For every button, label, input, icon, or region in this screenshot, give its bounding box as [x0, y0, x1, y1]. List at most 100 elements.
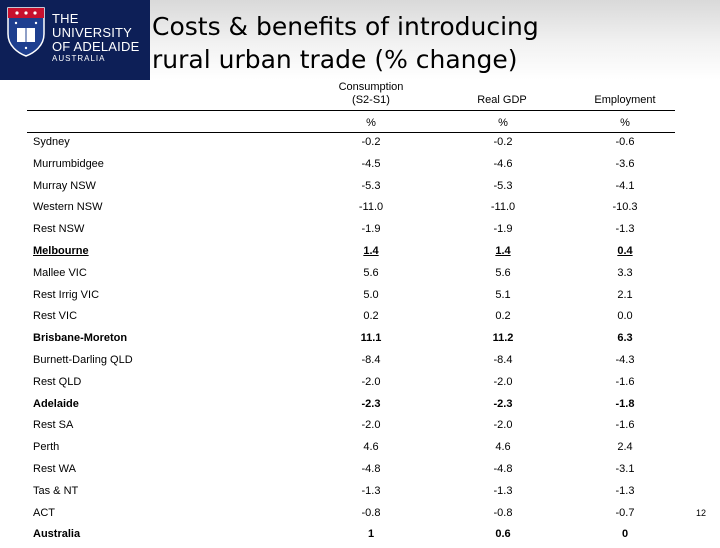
unit-employment: % [620, 117, 630, 129]
table-row: Rest NSW -1.9 -1.9 -1.3 [33, 223, 673, 243]
table-cell: 4.6 [495, 441, 511, 454]
table-cell: -1.6 [615, 419, 635, 432]
table-cell: 0.2 [495, 310, 511, 323]
title-line-2: rural urban trade (% change) [152, 45, 518, 74]
table-cell: 5.6 [363, 266, 379, 279]
row-label: Rest Irrig VIC [33, 288, 100, 301]
table-cell: 2.1 [617, 288, 633, 301]
row-label: Mallee VIC [33, 266, 87, 279]
unit-consumption: % [366, 117, 376, 129]
table-cell: -0.8 [493, 506, 513, 519]
row-label: Burnett-Darling QLD [33, 354, 133, 366]
university-name: THE UNIVERSITY OF ADELAIDE AUSTRALIA [52, 12, 150, 64]
table-row: Rest Irrig VIC 5.0 5.1 2.1 [33, 289, 673, 309]
table-row: Burnett-Darling QLD -8.4 -8.4 -4.3 [33, 354, 673, 374]
table-row: Rest WA -4.8 -4.8 -3.1 [33, 463, 673, 483]
row-label: Sydney [33, 136, 70, 148]
table-cell: -4.3 [615, 354, 635, 366]
table-cell: -8.4 [493, 354, 513, 366]
table-cell: -4.1 [615, 179, 635, 192]
table-cell: -2.0 [493, 419, 513, 432]
table-row: Murray NSW -5.3 -5.3 -4.1 [33, 180, 673, 200]
table-cell: -10.3 [612, 201, 638, 214]
table-row: Rest VIC 0.2 0.2 0.0 [33, 310, 673, 330]
logo-line-3: AUSTRALIA [52, 54, 106, 63]
table-cell: -1.9 [361, 223, 381, 236]
table-row: Perth 4.6 4.6 2.4 [33, 441, 673, 461]
table-cell: 0.0 [617, 310, 633, 323]
table-cell: 2.4 [617, 441, 633, 454]
table-row: Brisbane-Moreton 11.1 11.2 6.3 [33, 332, 673, 352]
table-row: Melbourne 1.4 1.4 0.4 [33, 245, 673, 265]
table-row: Tas & NT -1.3 -1.3 -1.3 [33, 485, 673, 505]
logo-line-1: THE UNIVERSITY [52, 11, 133, 40]
table-cell: -5.3 [361, 179, 381, 192]
table-cell: -2.3 [361, 397, 381, 410]
table-row: Rest SA -2.0 -2.0 -1.6 [33, 419, 673, 439]
row-label: Murrumbidgee [33, 157, 104, 170]
table-row: Murrumbidgee -4.5 -4.6 -3.6 [33, 158, 673, 178]
row-label: Brisbane-Moreton [33, 332, 128, 345]
table-cell: -2.0 [493, 375, 513, 388]
page-number: 12 [696, 508, 707, 518]
table-cell: -1.6 [615, 375, 635, 388]
row-label: Murray NSW [33, 179, 96, 192]
slide-header: THE UNIVERSITY OF ADELAIDE AUSTRALIA Cos… [0, 0, 720, 80]
table-cell: -1.3 [615, 484, 635, 497]
table-cell: 0 [621, 528, 629, 541]
table-cell: 0.4 [617, 245, 633, 257]
table-cell: 1.4 [495, 245, 511, 257]
table-cell: -1.3 [615, 223, 635, 236]
table-cell: 0.6 [495, 528, 511, 541]
table-row: Adelaide -2.3 -2.3 -1.8 [33, 398, 673, 418]
units-rule [27, 132, 675, 133]
unit-real-gdp: % [498, 117, 508, 129]
table-cell: -0.8 [361, 506, 381, 519]
table-cell: -2.0 [361, 375, 381, 388]
table-cell: -11.0 [490, 201, 516, 214]
slide-title: Costs & benefits of introducing rural ur… [152, 10, 539, 76]
col-header-consumption: Consumption (S2-S1) [338, 81, 404, 106]
table-cell: 4.6 [363, 441, 379, 454]
table-cell: -1.3 [493, 484, 513, 497]
table-row: Australia 1 0.6 0 [33, 528, 673, 548]
table-cell: -0.7 [615, 506, 635, 519]
table-cell: 5.0 [363, 288, 379, 301]
row-label: Tas & NT [33, 484, 79, 497]
table-cell: 1.4 [363, 245, 379, 257]
table-cell: 3.3 [617, 266, 633, 279]
row-label: Australia [33, 528, 81, 541]
table-cell: -0.2 [493, 136, 513, 148]
row-label: Rest QLD [33, 375, 82, 388]
table-cell: 5.1 [495, 288, 511, 301]
col-header-real-gdp: Real GDP [477, 94, 527, 106]
row-label: Perth [33, 441, 60, 454]
table-cell: -2.0 [361, 419, 381, 432]
table-cell: -4.8 [493, 463, 513, 475]
table-cell: 5.6 [495, 266, 511, 279]
table-cell: -4.5 [361, 157, 381, 170]
table-cell: -1.8 [615, 397, 635, 410]
table-cell: -1.3 [361, 484, 381, 497]
table-cell: -5.3 [493, 179, 513, 192]
table-cell: 6.3 [617, 332, 633, 345]
table-cell: 0.2 [363, 310, 379, 323]
row-label: Melbourne [33, 245, 89, 257]
table-cell: 11.1 [360, 332, 382, 345]
table-cell: -3.6 [615, 157, 635, 170]
table-cell: -4.6 [493, 157, 513, 170]
row-label: Adelaide [33, 397, 79, 410]
table-cell: -11.0 [358, 201, 384, 214]
table-row: Western NSW -11.0 -11.0 -10.3 [33, 201, 673, 221]
row-label: ACT [33, 506, 55, 519]
university-logo: THE UNIVERSITY OF ADELAIDE AUSTRALIA [0, 0, 150, 80]
table-cell: -0.2 [361, 136, 381, 148]
table-row: Rest QLD -2.0 -2.0 -1.6 [33, 376, 673, 396]
col-header-employment: Employment [594, 94, 656, 106]
row-label: Rest VIC [33, 310, 78, 323]
title-line-1: Costs & benefits of introducing [152, 12, 539, 41]
row-label: Rest WA [33, 463, 76, 475]
table-cell: -8.4 [361, 354, 381, 366]
table-cell: -0.6 [615, 136, 635, 148]
logo-line-2: OF ADELAIDE [52, 39, 140, 54]
